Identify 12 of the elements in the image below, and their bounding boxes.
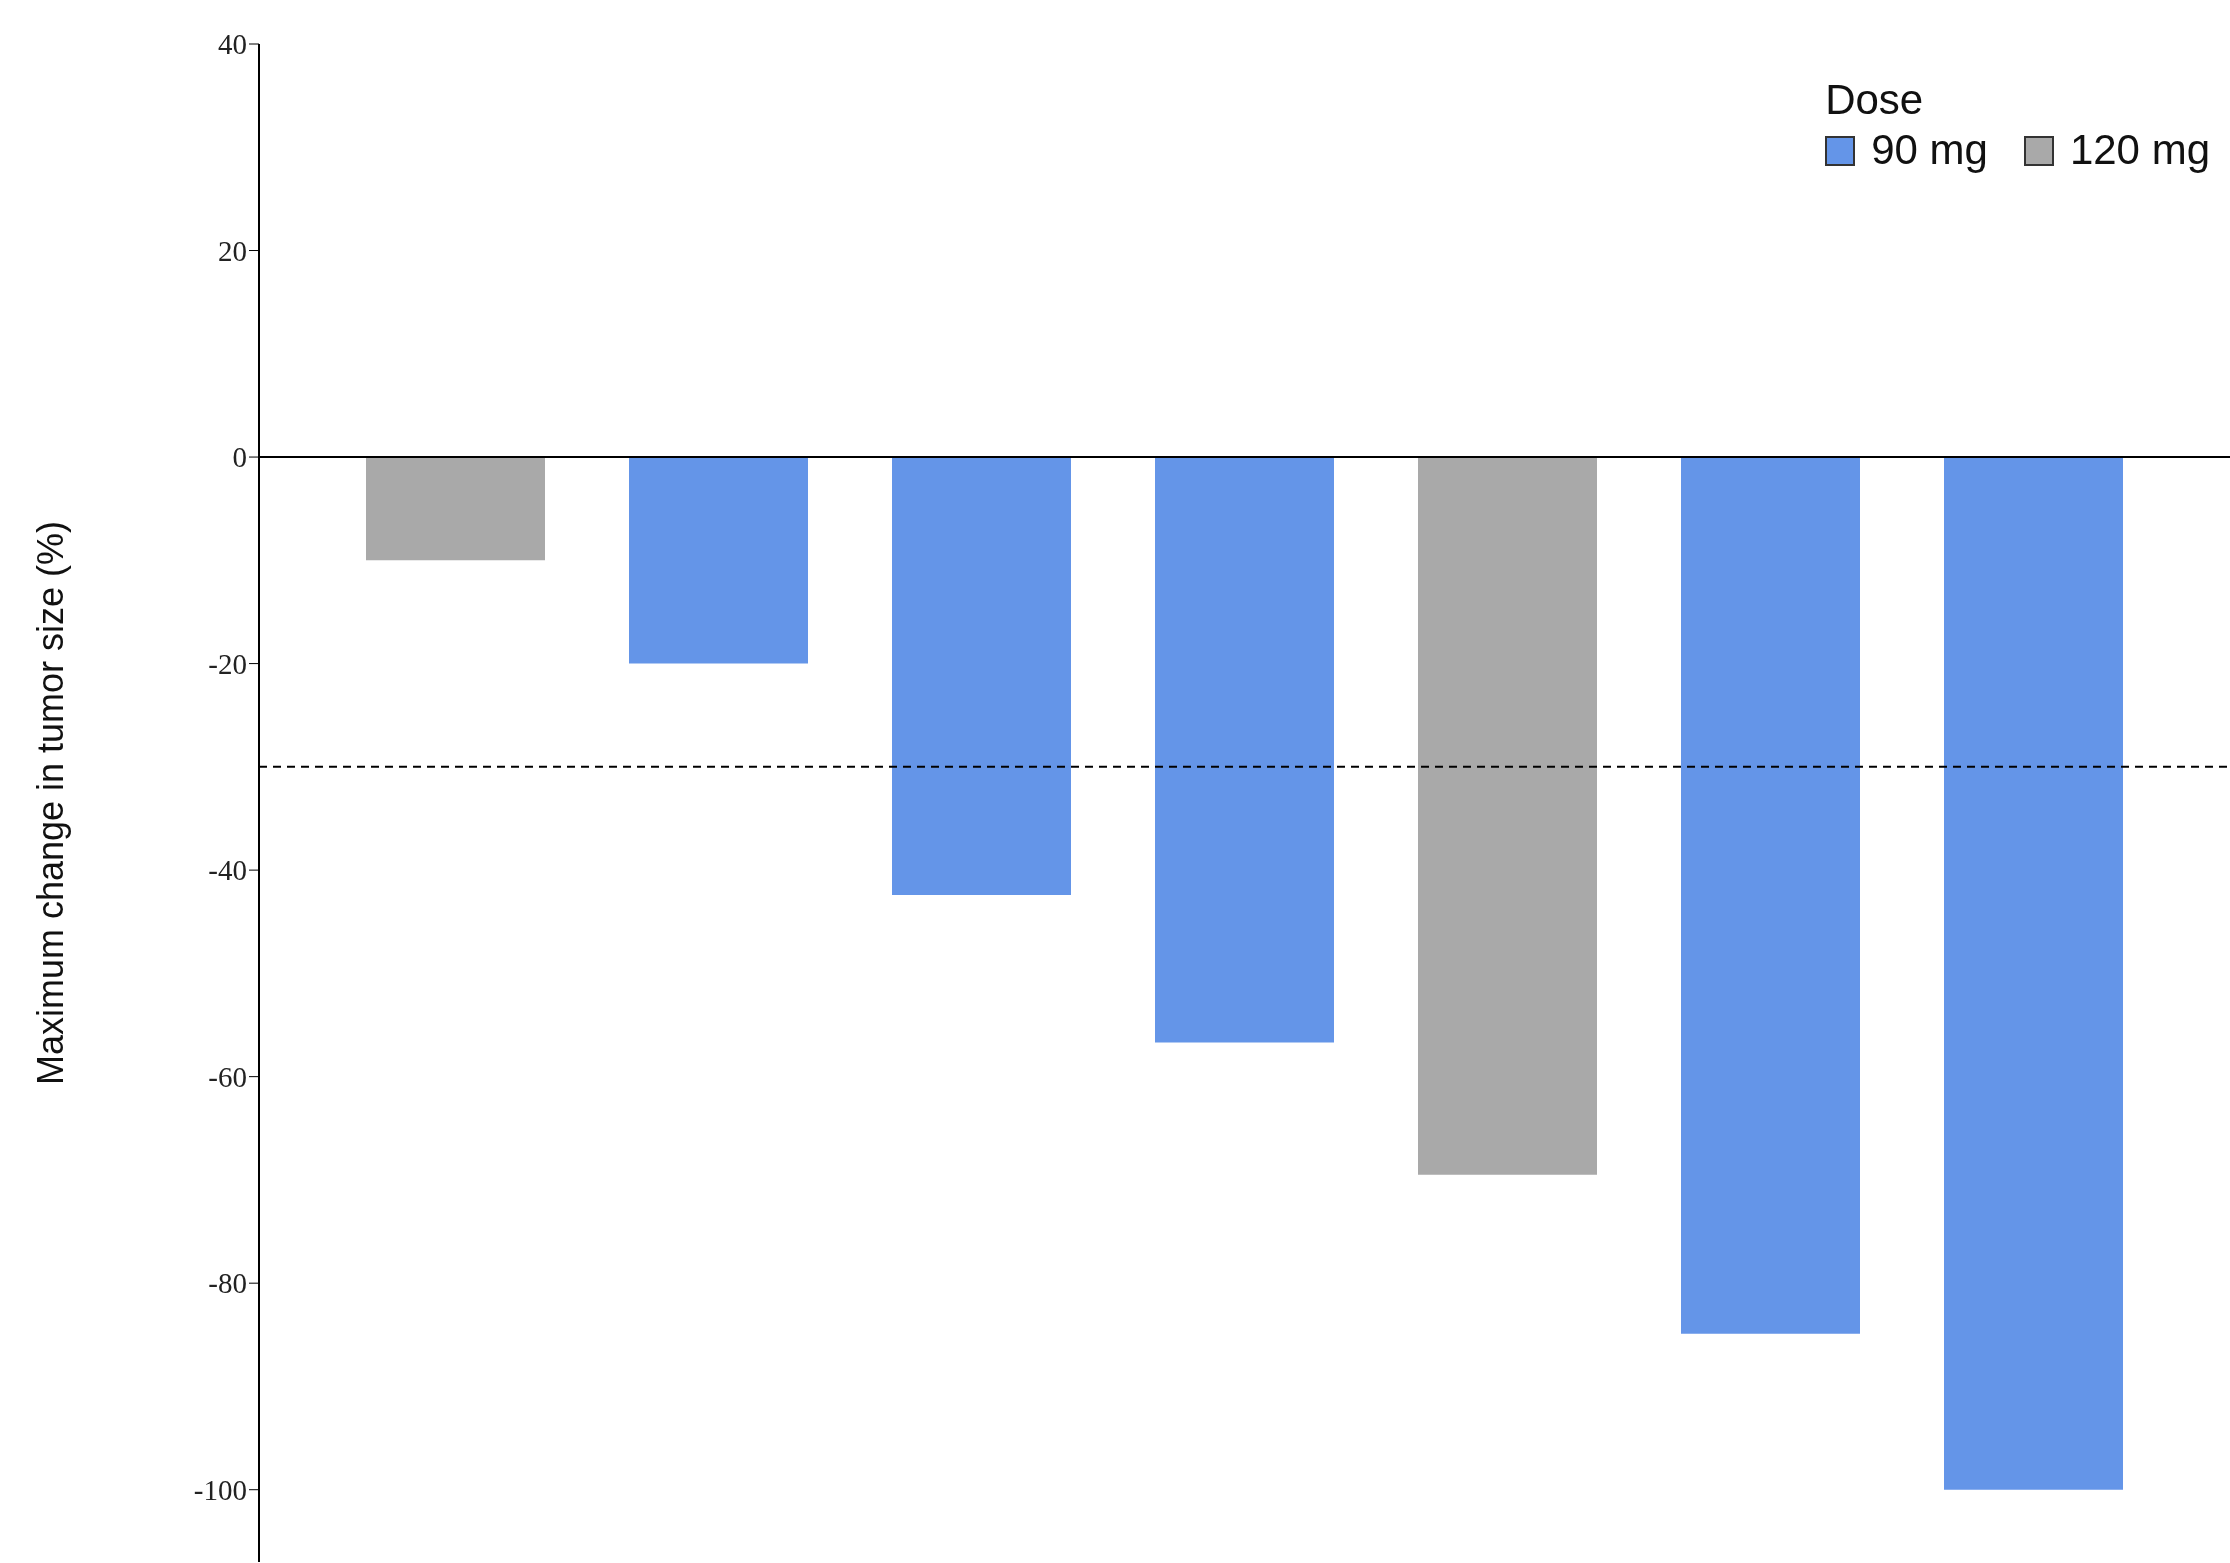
y-tick-label: -60: [208, 1060, 247, 1093]
y-tick-label: -80: [208, 1267, 247, 1300]
y-tick-label: 40: [218, 28, 247, 61]
legend-label: 90 mg: [1871, 125, 1988, 176]
y-tick-label: -100: [193, 1474, 247, 1507]
y-tick-label: 20: [218, 234, 247, 267]
y-axis-title: Maximum change in tumor size (%): [29, 520, 71, 1086]
y-tick-label: -20: [208, 647, 247, 680]
y-tick-label: -40: [208, 854, 247, 887]
legend-title: Dose: [1825, 75, 1925, 125]
legend-label: 120 mg: [2069, 125, 2210, 176]
y-tick-label: 0: [232, 441, 247, 474]
